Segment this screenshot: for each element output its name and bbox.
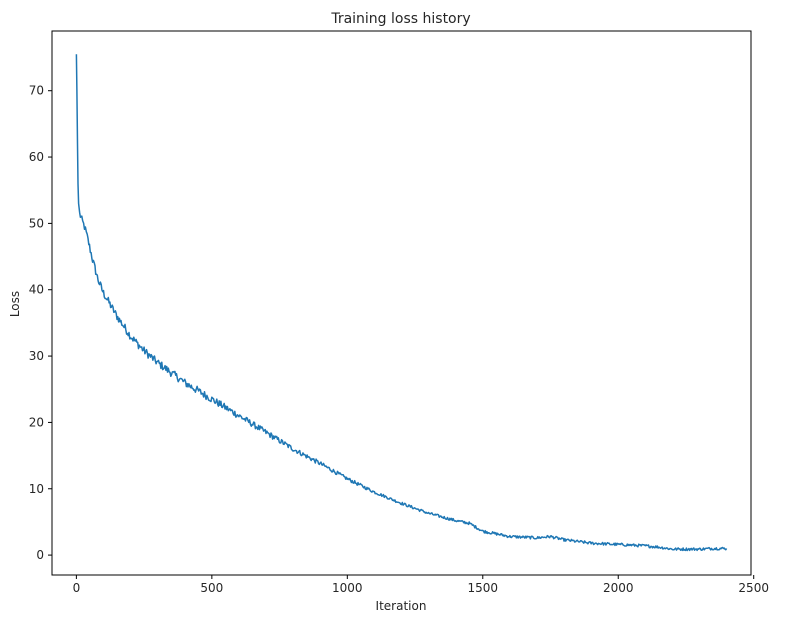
x-tick-label: 500	[200, 581, 223, 595]
plot-area	[51, 30, 752, 576]
x-tick-label: 2000	[603, 581, 634, 595]
x-axis: 0 500 1000 1500 2000 2500	[73, 575, 769, 595]
x-tick-label: 2500	[738, 581, 769, 595]
y-axis: 0 10 20 30 40 50 60 70	[29, 84, 52, 562]
plot-frame	[51, 30, 752, 576]
y-tick-label: 20	[29, 415, 44, 429]
x-axis-label: Iteration	[376, 599, 427, 613]
y-tick-label: 60	[29, 150, 44, 164]
y-tick-label: 30	[29, 349, 44, 363]
y-tick-label: 50	[29, 216, 44, 230]
chart-title: Training loss history	[330, 11, 470, 27]
y-tick-label: 10	[29, 482, 44, 496]
loss-series-line	[75, 54, 728, 552]
y-axis-label: Loss	[8, 291, 22, 317]
x-tick-label: 1000	[332, 581, 363, 595]
y-tick-label: 40	[29, 283, 44, 297]
x-tick-label: 0	[73, 581, 81, 595]
x-tick-label: 1500	[468, 581, 499, 595]
y-tick-label: 0	[36, 548, 44, 562]
y-tick-label: 70	[29, 84, 44, 98]
